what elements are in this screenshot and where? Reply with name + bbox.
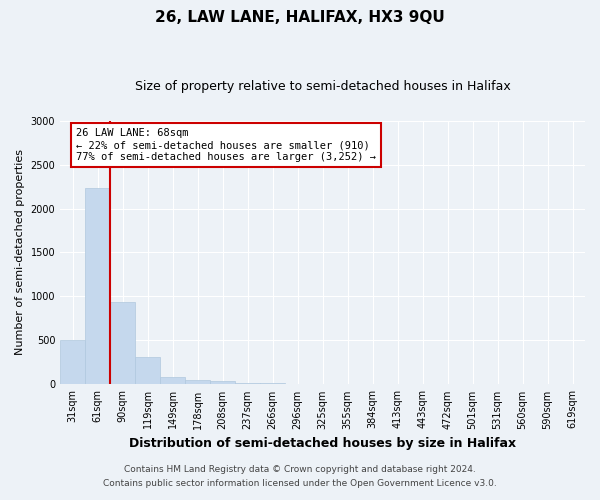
Bar: [160, 376, 185, 384]
Bar: [60, 340, 85, 384]
Bar: [185, 380, 210, 384]
Bar: [110, 302, 135, 384]
Text: 26, LAW LANE, HALIFAX, HX3 9QU: 26, LAW LANE, HALIFAX, HX3 9QU: [155, 10, 445, 25]
Y-axis label: Number of semi-detached properties: Number of semi-detached properties: [15, 150, 25, 356]
Title: Size of property relative to semi-detached houses in Halifax: Size of property relative to semi-detach…: [135, 80, 511, 93]
Bar: [210, 381, 235, 384]
Text: Contains HM Land Registry data © Crown copyright and database right 2024.
Contai: Contains HM Land Registry data © Crown c…: [103, 466, 497, 487]
Text: 26 LAW LANE: 68sqm
← 22% of semi-detached houses are smaller (910)
77% of semi-d: 26 LAW LANE: 68sqm ← 22% of semi-detache…: [76, 128, 376, 162]
Bar: [135, 357, 160, 384]
X-axis label: Distribution of semi-detached houses by size in Halifax: Distribution of semi-detached houses by …: [129, 437, 516, 450]
Bar: [260, 383, 285, 384]
Bar: [235, 382, 260, 384]
Bar: [85, 188, 110, 384]
